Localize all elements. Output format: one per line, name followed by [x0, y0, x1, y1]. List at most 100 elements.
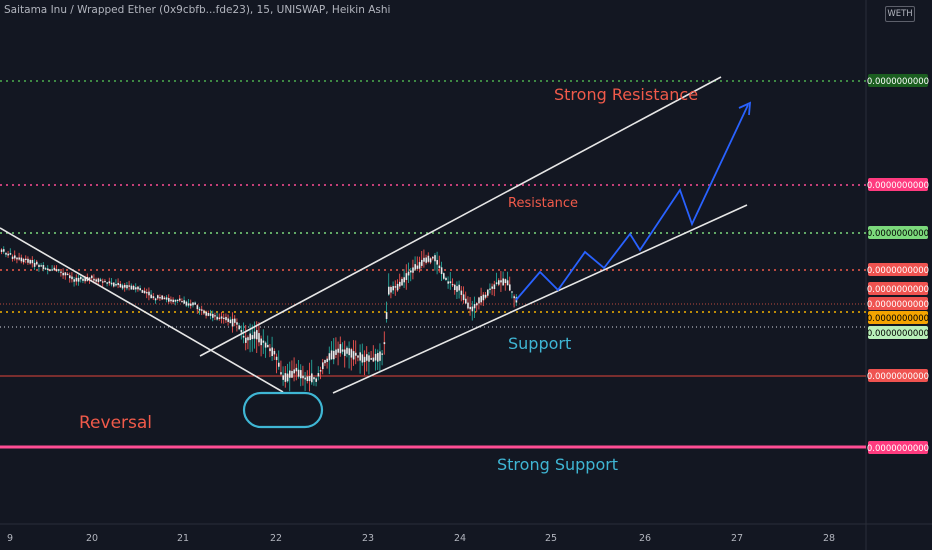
candle-body: [487, 289, 489, 296]
candle-body: [315, 378, 317, 382]
candle-body: [275, 356, 278, 361]
candle-body: [388, 286, 390, 295]
candle-body: [238, 325, 240, 330]
reversal-highlight-ellipse: [242, 391, 324, 429]
candle-body: [399, 281, 401, 287]
candle-body: [302, 375, 304, 379]
candle-body: [159, 297, 161, 299]
candle-body: [471, 306, 474, 312]
candle-body: [506, 280, 509, 286]
candle-body: [350, 349, 353, 358]
candle-body: [513, 296, 515, 299]
candle-body: [394, 286, 397, 288]
candle-body: [473, 304, 476, 309]
candle-body: [348, 348, 350, 356]
candle-body: [84, 277, 86, 282]
candle-body: [216, 316, 218, 320]
candle-body: [55, 269, 58, 272]
candle-body: [176, 299, 179, 302]
candle-body: [326, 358, 328, 362]
candle-body: [29, 259, 31, 264]
candle-body: [383, 342, 386, 345]
candle-body: [308, 375, 311, 382]
candle-body: [110, 282, 113, 285]
chart-title: Saitama Inu / Wrapped Ether (0x9cbfb...f…: [4, 4, 391, 16]
candle-body: [150, 294, 152, 299]
price-label: 0.0000000000: [867, 285, 929, 295]
candle-body: [416, 265, 419, 269]
candle-body: [410, 270, 412, 273]
price-label: 0.0000000000: [867, 77, 929, 87]
price-label: 0.0000000000: [867, 444, 929, 454]
candle-body: [324, 359, 326, 364]
candle-body: [66, 273, 69, 276]
candle-body: [119, 283, 122, 288]
candle-body: [20, 257, 23, 262]
trendline-channel-top: [199, 76, 722, 357]
candle-body: [181, 301, 183, 303]
candle-body: [130, 285, 133, 290]
candle-body: [113, 282, 115, 287]
candle-body: [75, 277, 78, 282]
candle-body: [434, 255, 436, 262]
price-label-bg: [868, 226, 928, 239]
candle-body: [62, 272, 64, 276]
candle-body: [432, 256, 434, 259]
candle-body: [209, 313, 212, 316]
candle-body: [51, 269, 53, 271]
candle-body: [454, 284, 456, 291]
candle-body: [280, 372, 282, 375]
price-axis[interactable]: 0.0000000000 0.0000000000 0.0000000000 0.00…: [867, 74, 929, 454]
time-axis[interactable]: 9 20 21 22 23 24 25 26 27 28: [7, 533, 835, 544]
candle-body: [14, 255, 16, 259]
candle-body: [9, 253, 12, 255]
candle-body: [198, 308, 201, 311]
annotation-reversal: Reversal: [79, 413, 152, 433]
candle-body: [157, 295, 159, 299]
candle-body: [390, 287, 392, 293]
candle-body: [201, 309, 203, 311]
candle-body: [256, 330, 258, 340]
candle-body: [44, 268, 47, 270]
candle-body: [220, 316, 223, 319]
candle-body: [242, 335, 245, 338]
candle-body: [88, 277, 91, 280]
candle-body: [511, 291, 513, 293]
quote-currency-button[interactable]: WETH: [885, 6, 915, 22]
candle-body: [117, 282, 119, 286]
candle-body: [289, 370, 291, 378]
candle-body: [478, 297, 480, 304]
candle-body: [161, 295, 163, 300]
candle-body: [93, 278, 95, 281]
candle-body: [218, 317, 221, 320]
time-axis-tick-label: 22: [270, 533, 282, 544]
candle-body: [97, 278, 100, 283]
time-axis-tick-label: 25: [545, 533, 557, 544]
candle-body: [405, 273, 408, 280]
candle-body: [99, 279, 102, 282]
candle-body: [196, 305, 199, 310]
candle-body: [449, 281, 452, 284]
candle-body: [185, 301, 188, 306]
time-axis-tick-label: 24: [454, 533, 466, 544]
candle-body: [203, 310, 205, 314]
time-axis-tick-label: 21: [177, 533, 189, 544]
candle-body: [352, 351, 355, 360]
time-axis-tick-label: 9: [7, 533, 13, 544]
candle-body: [359, 352, 361, 361]
candle-body: [18, 257, 20, 260]
candle-body: [91, 275, 93, 279]
candle-body: [273, 350, 276, 355]
candle-body: [445, 277, 447, 280]
candle-body: [333, 350, 335, 360]
price-label-bg: [868, 282, 928, 295]
candle-body: [451, 284, 454, 286]
candle-body: [42, 265, 45, 269]
candle-body: [319, 370, 322, 372]
time-axis-tick-label: 20: [86, 533, 98, 544]
candle-body: [16, 257, 18, 260]
candle-body: [264, 342, 267, 348]
candle-body: [438, 265, 441, 269]
candle-body: [64, 272, 67, 276]
